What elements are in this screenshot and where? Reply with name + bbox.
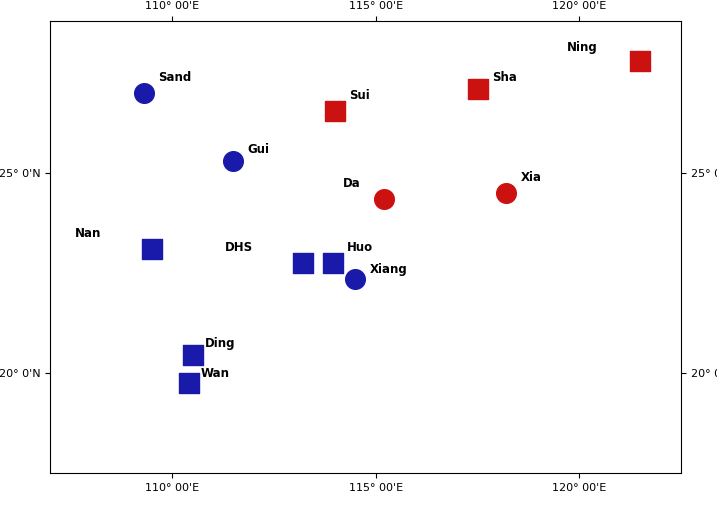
Text: Sui: Sui xyxy=(349,89,370,102)
Text: Wan: Wan xyxy=(201,367,230,380)
Text: Xiang: Xiang xyxy=(370,263,407,276)
Point xyxy=(472,85,483,93)
Text: Huo: Huo xyxy=(347,241,374,254)
Point xyxy=(187,351,199,359)
Text: Sha: Sha xyxy=(492,71,517,84)
Point xyxy=(635,57,646,65)
Point xyxy=(379,195,390,203)
Text: Gui: Gui xyxy=(247,143,270,156)
Point xyxy=(146,245,158,253)
Point xyxy=(227,157,239,165)
Text: Da: Da xyxy=(343,177,361,190)
Text: Ding: Ding xyxy=(205,337,235,350)
Point xyxy=(183,379,194,387)
Point xyxy=(328,259,339,267)
Point xyxy=(297,259,308,267)
Point xyxy=(329,107,341,115)
Text: Ning: Ning xyxy=(567,41,598,54)
Point xyxy=(138,89,150,97)
Text: Sand: Sand xyxy=(158,71,191,84)
Text: DHS: DHS xyxy=(225,241,253,254)
Point xyxy=(500,189,512,197)
Text: Xia: Xia xyxy=(521,171,541,184)
Point xyxy=(350,275,361,283)
Text: Nan: Nan xyxy=(75,227,101,240)
